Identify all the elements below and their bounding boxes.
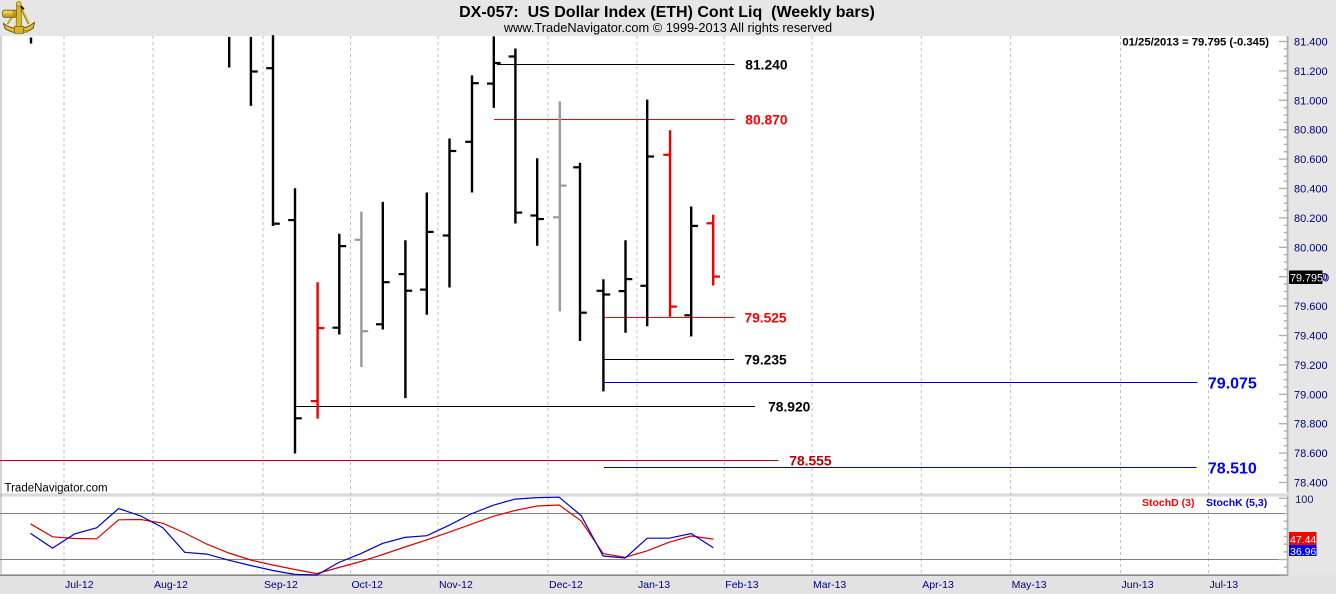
svg-text:Jan-13: Jan-13 <box>638 579 670 591</box>
svg-text:79.235: 79.235 <box>745 352 788 367</box>
svg-text:DX-057: US Dollar Index (ETH): DX-057: US Dollar Index (ETH) Cont Liq (… <box>459 4 875 21</box>
svg-text:36.96: 36.96 <box>1290 546 1316 558</box>
svg-text:Apr-13: Apr-13 <box>922 579 954 591</box>
svg-text:47.44: 47.44 <box>1290 534 1316 546</box>
svg-text:78.600: 78.600 <box>1294 448 1328 460</box>
svg-text:80.200: 80.200 <box>1294 213 1328 225</box>
svg-text:May-13: May-13 <box>1012 579 1047 591</box>
svg-text:Jun-13: Jun-13 <box>1122 579 1154 591</box>
svg-text:79.000: 79.000 <box>1294 389 1328 401</box>
svg-text:Jul-12: Jul-12 <box>65 579 94 591</box>
svg-text:80.400: 80.400 <box>1294 184 1328 196</box>
svg-text:79.600: 79.600 <box>1294 301 1328 313</box>
svg-text:Oct-12: Oct-12 <box>352 579 384 591</box>
svg-text:79.795: 79.795 <box>1290 273 1323 285</box>
svg-text:81.240: 81.240 <box>745 57 788 72</box>
svg-text:www.TradeNavigator.com © 1999-: www.TradeNavigator.com © 1999-2013 All r… <box>503 20 832 35</box>
svg-text:78.400: 78.400 <box>1294 478 1328 490</box>
svg-text:80.800: 80.800 <box>1294 125 1328 137</box>
svg-text:79.075: 79.075 <box>1208 375 1257 392</box>
svg-text:Dec-12: Dec-12 <box>549 579 583 591</box>
svg-text:79.525: 79.525 <box>744 310 787 325</box>
svg-text:80.600: 80.600 <box>1294 154 1328 166</box>
svg-text:78.800: 78.800 <box>1294 419 1328 431</box>
svg-text:81.200: 81.200 <box>1294 66 1328 78</box>
svg-text:TradeNavigator.com: TradeNavigator.com <box>5 483 108 495</box>
svg-text:Aug-12: Aug-12 <box>154 579 188 591</box>
svg-text:79.400: 79.400 <box>1294 331 1328 343</box>
svg-text:80.870: 80.870 <box>745 112 788 127</box>
svg-text:78.920: 78.920 <box>768 399 811 414</box>
svg-text:01/25/2013 = 79.795 (-0.345): 01/25/2013 = 79.795 (-0.345) <box>1122 36 1269 48</box>
svg-text:78.555: 78.555 <box>789 453 832 468</box>
svg-text:100: 100 <box>1295 494 1313 506</box>
svg-text:81.000: 81.000 <box>1294 95 1328 107</box>
svg-text:StochD (3): StochD (3) <box>1142 497 1195 509</box>
svg-text:79.200: 79.200 <box>1294 360 1328 372</box>
svg-text:Nov-12: Nov-12 <box>439 579 473 591</box>
svg-text:78.510: 78.510 <box>1208 460 1257 477</box>
svg-text:Feb-13: Feb-13 <box>725 579 758 591</box>
svg-text:Mar-13: Mar-13 <box>813 579 846 591</box>
svg-text:Sep-12: Sep-12 <box>264 579 298 591</box>
svg-text:80.000: 80.000 <box>1294 242 1328 254</box>
svg-text:81.400: 81.400 <box>1294 37 1328 49</box>
svg-text:Jul-13: Jul-13 <box>1210 579 1239 591</box>
svg-text:0: 0 <box>1323 273 1329 285</box>
svg-text:StochK (5,3): StochK (5,3) <box>1206 497 1267 509</box>
